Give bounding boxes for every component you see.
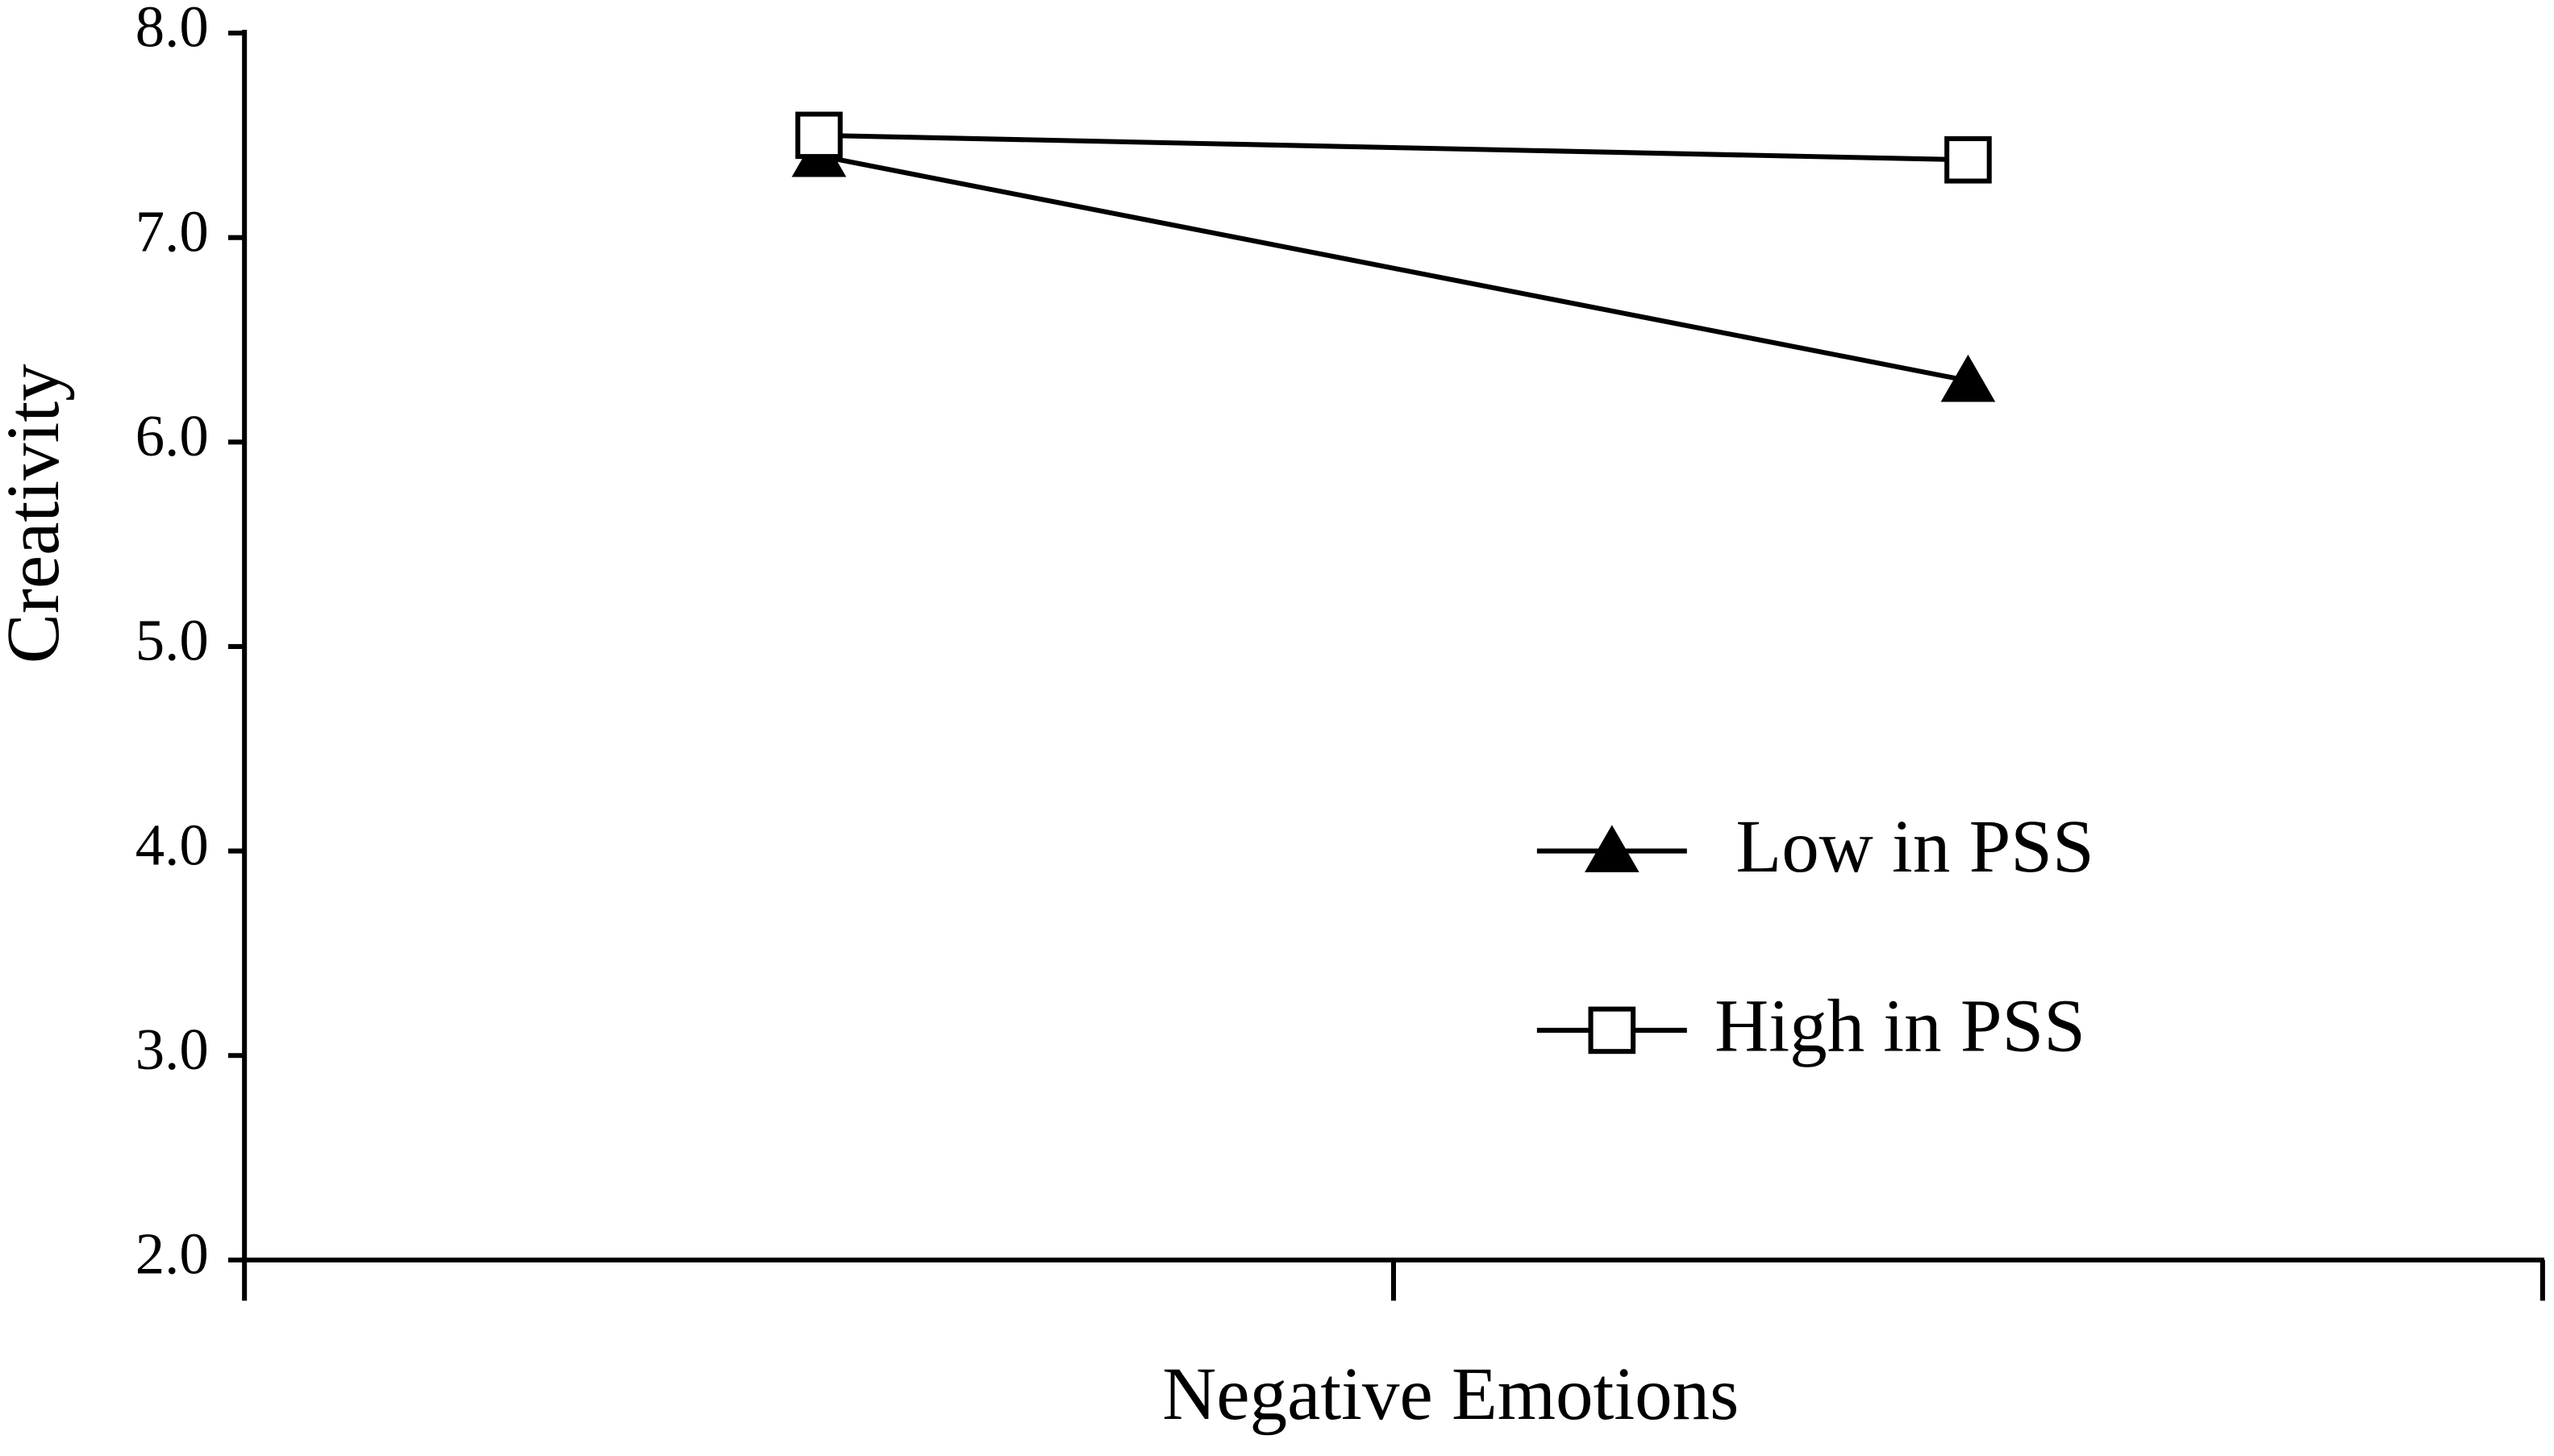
y-tick-label: 8.0 bbox=[135, 0, 209, 60]
y-tick-label: 2.0 bbox=[135, 1221, 209, 1287]
legend-label: Low in PSS bbox=[1735, 805, 2094, 888]
series-line bbox=[819, 132, 1969, 163]
marker bbox=[795, 111, 843, 160]
marker bbox=[1944, 135, 1992, 184]
y-axis-label: Creativity bbox=[0, 364, 75, 664]
y-tick-label: 5.0 bbox=[135, 608, 209, 673]
legend-label: High in PSS bbox=[1714, 984, 2085, 1067]
y-tick-label: 3.0 bbox=[135, 1017, 209, 1082]
marker bbox=[1585, 825, 1639, 872]
y-tick-label: 6.0 bbox=[135, 403, 209, 468]
y-tick-label: 4.0 bbox=[135, 812, 209, 877]
series-line bbox=[818, 153, 1969, 384]
marker bbox=[1588, 1006, 1636, 1055]
y-tick-label: 7.0 bbox=[135, 198, 209, 264]
x-axis-label: Negative Emotions bbox=[1162, 1353, 1739, 1436]
marker bbox=[1940, 354, 1996, 402]
